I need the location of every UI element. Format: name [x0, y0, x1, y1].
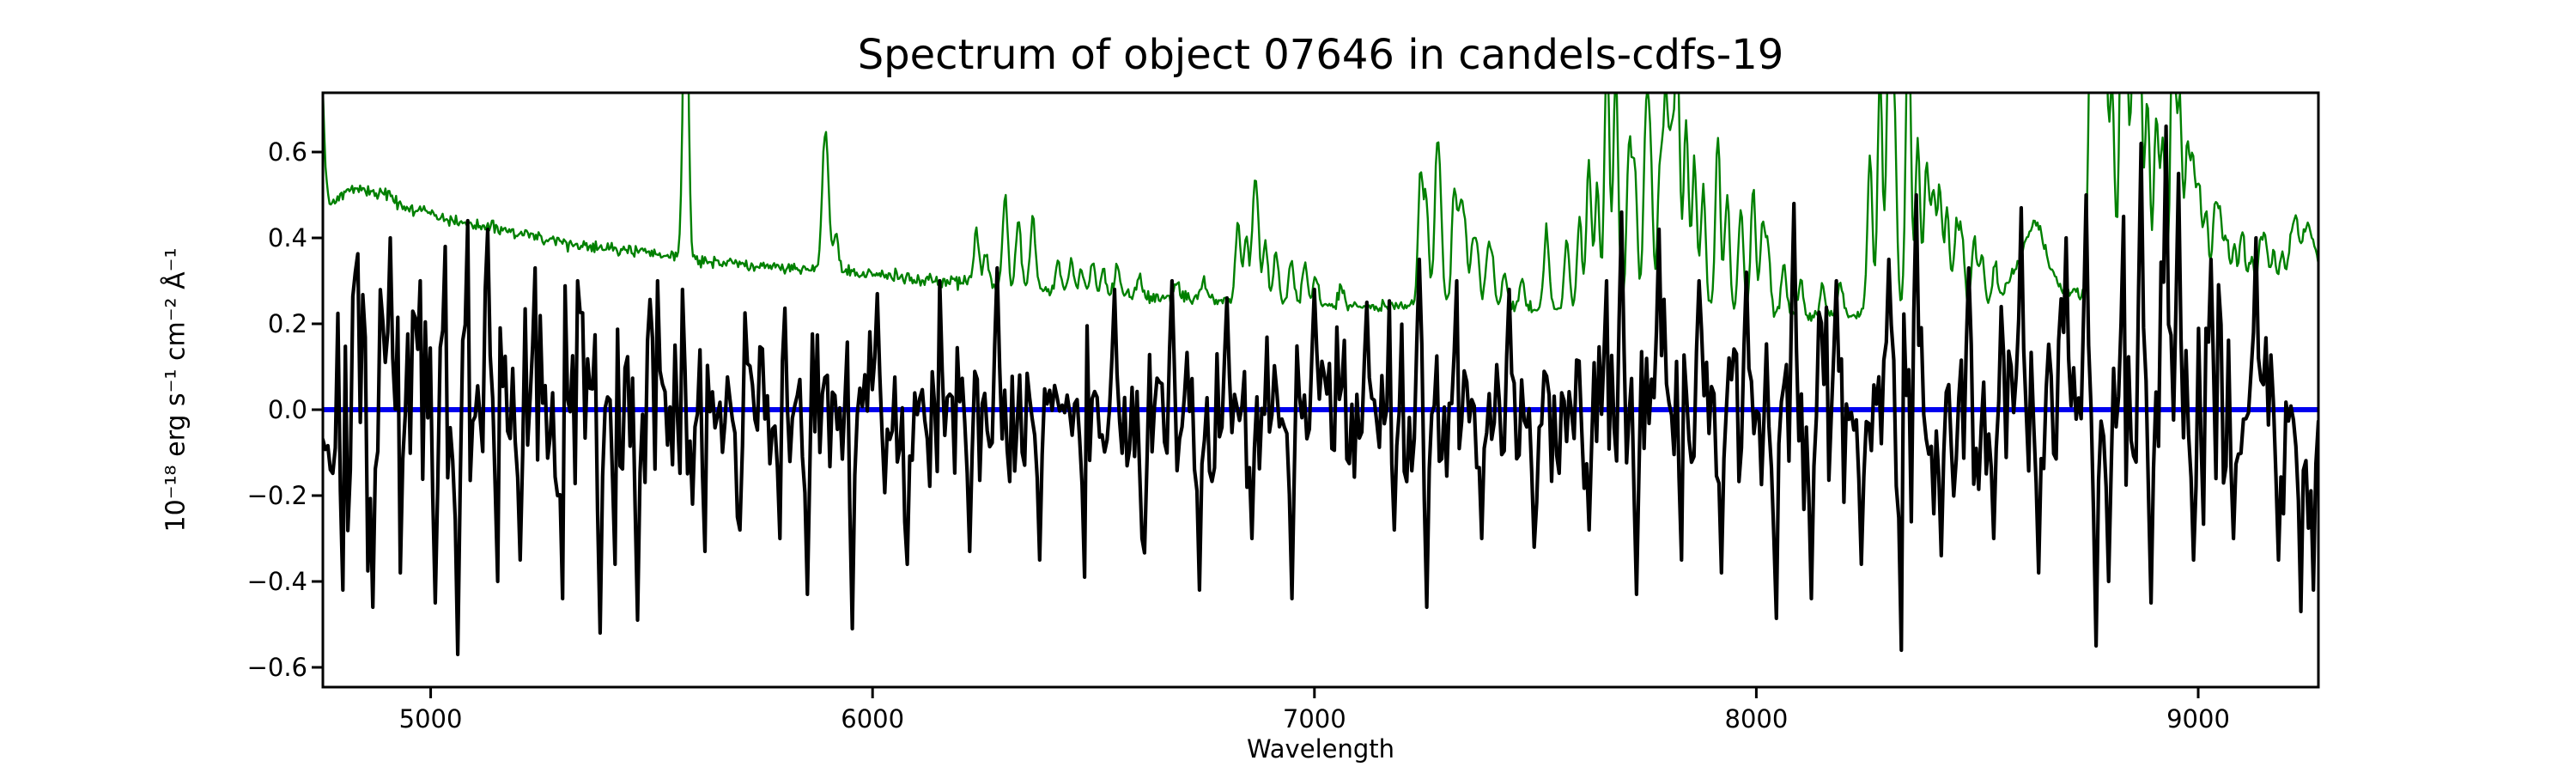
axes-border: [321, 91, 2320, 689]
y-tick-label: −0.2: [246, 481, 307, 510]
y-tick-label: 0.4: [267, 223, 307, 253]
y-tick-label: −0.4: [246, 567, 307, 596]
noise-spectrum-line: [323, 93, 2318, 322]
y-tick-label: 0.2: [267, 309, 307, 338]
flux-line: [323, 124, 2318, 657]
y-tick-label: 0.6: [267, 137, 307, 167]
plot-title: Spectrum of object 07646 in candels-cdfs…: [857, 31, 1784, 79]
x-tick-label: 5000: [398, 704, 463, 733]
x-tick-label: 7000: [1282, 704, 1346, 733]
y-tick-label: −0.6: [246, 653, 307, 682]
x-axis-label: Wavelength: [1246, 734, 1395, 764]
x-tick-label: 9000: [2166, 704, 2230, 733]
x-tick-label: 8000: [1724, 704, 1789, 733]
y-tick-label: 0.0: [267, 395, 307, 424]
x-tick-label: 6000: [841, 704, 905, 733]
axes-data-region: [323, 93, 2318, 657]
